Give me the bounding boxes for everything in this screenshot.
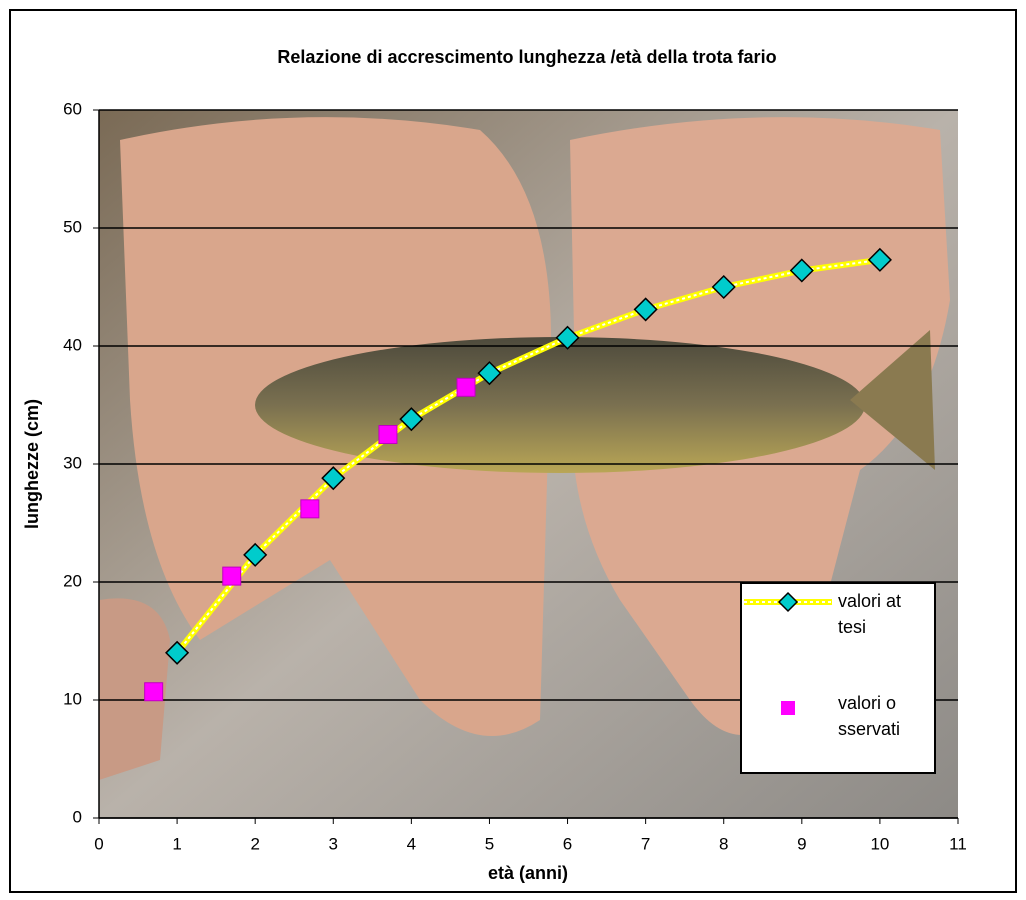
point (399, 407, 424, 432)
legend-key (744, 591, 832, 613)
point (477, 361, 502, 386)
x-tick-label: 3 (329, 834, 338, 853)
point (633, 297, 658, 322)
point (867, 247, 892, 272)
point (789, 258, 814, 283)
point (222, 566, 242, 586)
series-line (174, 256, 881, 655)
y-tick-label: 20 (63, 571, 82, 590)
legend: valori attesi valori osservati (740, 582, 936, 774)
point (321, 466, 346, 491)
legend-marker (777, 591, 799, 613)
point (378, 425, 398, 444)
x-tick-label: 6 (563, 834, 572, 853)
y-tick-label: 0 (73, 807, 82, 826)
chart-title: Relazione di accrescimento lunghezza /et… (277, 47, 776, 67)
point (243, 542, 268, 567)
y-axis-label: lunghezze (cm) (22, 399, 42, 529)
y-tick-label: 30 (63, 453, 82, 472)
point (165, 640, 190, 665)
x-tick-label: 8 (719, 834, 728, 853)
y-tick-label: 40 (63, 335, 82, 354)
point (144, 682, 164, 702)
legend-label: valori attesi (838, 591, 902, 637)
x-tick-label: 9 (797, 834, 806, 853)
x-tick-label: 11 (949, 834, 967, 853)
y-tick-label: 60 (63, 99, 82, 118)
point (300, 499, 320, 519)
legend-key (781, 701, 795, 715)
point (555, 325, 580, 350)
x-tick-label: 4 (407, 834, 416, 853)
legend-label: valori osservati (838, 693, 901, 739)
y-tick-label: 10 (63, 689, 82, 708)
x-tick-label: 5 (485, 834, 494, 853)
x-tick-label: 10 (870, 834, 889, 853)
x-tick-label: 0 (94, 834, 103, 853)
x-tick-label: 2 (250, 834, 259, 853)
point (711, 274, 736, 300)
point (456, 377, 476, 397)
legend-marker (781, 701, 795, 715)
y-tick-label: 50 (63, 217, 82, 236)
x-axis-label: età (anni) (488, 863, 568, 883)
x-tick-label: 1 (172, 834, 181, 853)
x-tick-label: 7 (641, 834, 650, 853)
